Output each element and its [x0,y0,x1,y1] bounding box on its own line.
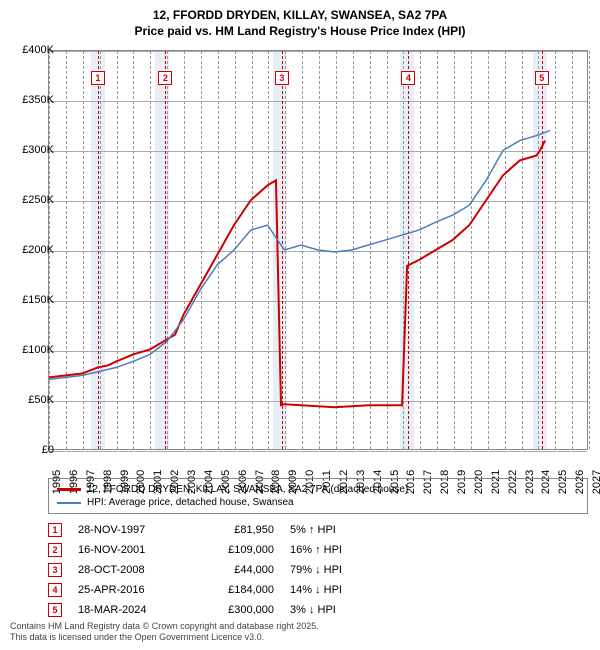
footer-line2: This data is licensed under the Open Gov… [10,632,319,644]
transaction-marker: 1 [48,523,62,537]
plot-area: 12345 [48,50,588,450]
y-axis-tick-label: £350K [22,94,54,106]
transaction-marker: 3 [48,563,62,577]
transaction-pct: 14% ↓ HPI [290,584,390,596]
transaction-row: 4 25-APR-2016 £184,000 14% ↓ HPI [48,580,390,600]
transaction-date: 28-NOV-1997 [78,524,178,536]
transaction-date: 16-NOV-2001 [78,544,178,556]
transaction-row: 3 28-OCT-2008 £44,000 79% ↓ HPI [48,560,390,580]
transaction-marker: 2 [48,543,62,557]
footer-line1: Contains HM Land Registry data © Crown c… [10,621,319,633]
transaction-price: £44,000 [194,564,274,576]
series-svg [49,51,587,449]
legend-label: HPI: Average price, detached house, Swan… [87,497,294,508]
gridline-vertical [589,51,590,449]
legend-item: 12, FFORDD DRYDEN, KILLAY, SWANSEA, SA2 … [57,483,579,496]
transaction-date: 28-OCT-2008 [78,564,178,576]
series-line [49,131,550,380]
transaction-pct: 16% ↑ HPI [290,544,390,556]
legend-label: 12, FFORDD DRYDEN, KILLAY, SWANSEA, SA2 … [87,484,408,495]
chart-container: 12, FFORDD DRYDEN, KILLAY, SWANSEA, SA2 … [0,0,600,650]
y-axis-tick-label: £0 [42,444,54,456]
transaction-price: £300,000 [194,604,274,616]
chart-subtitle: Price paid vs. HM Land Registry's House … [0,24,600,46]
transaction-pct: 3% ↓ HPI [290,604,390,616]
y-axis-tick-label: £150K [22,294,54,306]
y-axis-tick-label: £100K [22,344,54,356]
transaction-date: 25-APR-2016 [78,584,178,596]
legend: 12, FFORDD DRYDEN, KILLAY, SWANSEA, SA2 … [48,478,588,514]
transaction-marker: 4 [48,583,62,597]
chart-title: 12, FFORDD DRYDEN, KILLAY, SWANSEA, SA2 … [0,0,600,24]
y-axis-tick-label: £400K [22,44,54,56]
transaction-row: 5 18-MAR-2024 £300,000 3% ↓ HPI [48,600,390,620]
y-axis-tick-label: £300K [22,144,54,156]
series-line [49,141,545,408]
transaction-pct: 79% ↓ HPI [290,564,390,576]
x-axis-tick-label: 2027 [591,470,600,494]
transactions-table: 1 28-NOV-1997 £81,950 5% ↑ HPI 2 16-NOV-2001 £… [48,520,390,620]
transaction-row: 2 16-NOV-2001 £109,000 16% ↑ HPI [48,540,390,560]
footer-text: Contains HM Land Registry data © Crown c… [10,621,319,644]
transaction-row: 1 28-NOV-1997 £81,950 5% ↑ HPI [48,520,390,540]
gridline-horizontal [49,451,587,452]
transaction-price: £81,950 [194,524,274,536]
transaction-date: 18-MAR-2024 [78,604,178,616]
y-axis-tick-label: £200K [22,244,54,256]
y-axis-tick-label: £250K [22,194,54,206]
transaction-pct: 5% ↑ HPI [290,524,390,536]
transaction-price: £184,000 [194,584,274,596]
legend-item: HPI: Average price, detached house, Swan… [57,496,579,509]
legend-swatch [57,488,81,491]
legend-swatch [57,502,81,504]
y-axis-tick-label: £50K [28,394,54,406]
transaction-marker: 5 [48,603,62,617]
transaction-price: £109,000 [194,544,274,556]
